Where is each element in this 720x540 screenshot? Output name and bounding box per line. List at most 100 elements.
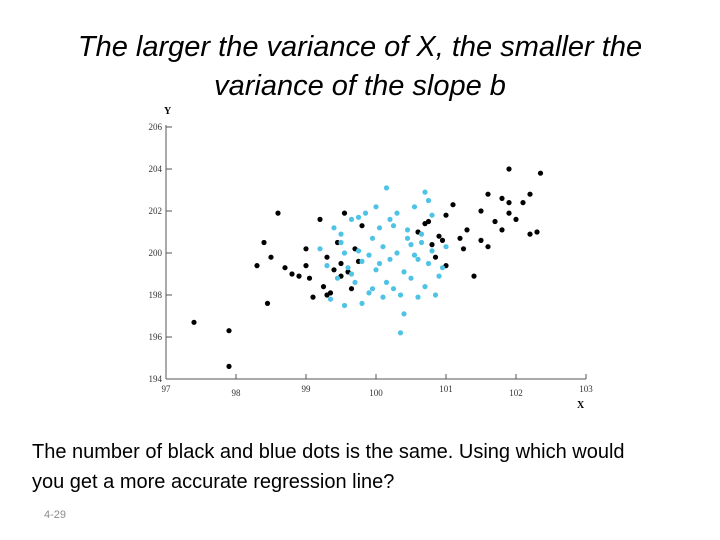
x-tick-label: 100 <box>369 388 383 398</box>
black-data-point <box>324 254 330 260</box>
blue-data-point <box>327 296 334 302</box>
black-data-point <box>499 227 505 233</box>
blue-data-point <box>355 248 362 254</box>
black-data-point <box>478 208 484 214</box>
question-line-1: The number of black and blue dots is the… <box>32 441 625 463</box>
black-data-point <box>520 200 526 206</box>
blue-data-point <box>324 263 330 269</box>
blue-data-point <box>404 227 411 233</box>
blue-data-point <box>397 292 404 298</box>
blue-data-point <box>352 279 358 285</box>
blue-data-point <box>422 189 428 195</box>
blue-data-point <box>425 197 432 204</box>
blue-data-point <box>429 248 435 254</box>
x-tick-label: 98 <box>232 388 242 398</box>
black-data-point <box>226 328 232 334</box>
blue-data-point <box>373 204 379 210</box>
slide-title: The larger the variance of X, the smalle… <box>0 28 720 105</box>
blue-data-point <box>439 265 446 271</box>
y-axis-label: Y <box>164 106 172 117</box>
black-data-point <box>289 271 295 277</box>
blue-data-point <box>355 214 362 220</box>
chart-ticks: 97 98 99 100 101 102 103 194 196 198 200 202 204 206 <box>149 122 594 398</box>
black-data-point <box>359 223 365 229</box>
black-data-point <box>282 265 288 271</box>
black-data-point <box>506 210 512 216</box>
black-data-point <box>275 210 281 216</box>
black-data-point <box>338 260 344 267</box>
question-line-2: you get a more accurate regression line? <box>32 471 395 493</box>
black-data-point <box>306 275 313 281</box>
black-data-point <box>457 235 463 241</box>
blue-data-point <box>411 204 418 210</box>
black-data-point <box>527 191 533 197</box>
black-data-point <box>268 254 274 260</box>
black-data-point <box>478 237 484 243</box>
blue-data-point <box>359 300 365 306</box>
black-data-point <box>537 170 544 176</box>
black-data-point <box>331 267 337 273</box>
blue-data-point <box>366 290 372 296</box>
black-data-point <box>254 263 260 269</box>
x-tick-label: 97 <box>162 384 172 394</box>
blue-data-point <box>376 260 383 267</box>
black-data-point <box>432 254 439 260</box>
blue-data-point <box>390 286 397 292</box>
black-data-point <box>534 229 540 235</box>
black-data-point <box>506 200 512 206</box>
black-data-point <box>324 292 330 298</box>
black-data-point <box>485 244 491 250</box>
blue-data-point <box>359 258 365 264</box>
black-data-point <box>464 227 470 233</box>
blue-data-point <box>341 250 348 256</box>
black-data-point <box>303 246 309 252</box>
chart-axes <box>165 125 586 380</box>
x-tick-label: 102 <box>509 388 523 398</box>
blue-data-point <box>429 212 435 218</box>
y-tick-label: 202 <box>149 206 163 216</box>
black-data-point <box>425 218 432 225</box>
black-data-point <box>317 216 323 222</box>
y-tick-label: 206 <box>149 122 163 132</box>
blue-data-point <box>334 275 341 281</box>
blue-data-point <box>369 286 376 292</box>
black-data-point <box>460 246 467 252</box>
blue-data-point <box>415 256 421 262</box>
black-data-point <box>450 202 456 208</box>
blue-data-point <box>401 311 407 317</box>
x-tick-label: 101 <box>439 384 453 394</box>
chart-points <box>191 166 544 369</box>
black-data-point <box>310 294 316 300</box>
blue-data-point <box>362 210 369 216</box>
blue-data-point <box>366 252 372 258</box>
blue-data-point <box>380 294 386 300</box>
blue-data-point <box>373 267 379 273</box>
blue-data-point <box>369 235 376 241</box>
black-data-point <box>527 231 533 237</box>
blue-data-point <box>338 239 344 246</box>
blue-data-point <box>415 294 421 300</box>
blue-data-point <box>338 231 344 237</box>
black-data-point <box>264 300 271 306</box>
scatter-chart: 97 98 99 100 101 102 103194196198200202204206 … <box>149 106 594 411</box>
y-tick-label: 196 <box>149 332 163 342</box>
black-data-point <box>429 242 435 248</box>
y-tick-label: 204 <box>149 164 163 174</box>
black-data-point <box>341 210 348 216</box>
blue-data-point <box>390 223 397 229</box>
black-data-point <box>439 237 446 243</box>
black-data-point <box>348 286 355 292</box>
blue-data-point <box>432 292 439 298</box>
blue-data-point <box>418 239 425 246</box>
black-data-point <box>296 273 302 279</box>
black-data-point <box>261 239 267 246</box>
blue-data-point <box>397 330 404 336</box>
blue-data-point <box>383 279 390 285</box>
black-data-point <box>320 284 327 290</box>
black-data-point <box>506 166 512 172</box>
blue-data-point <box>331 225 337 231</box>
black-data-point <box>303 263 309 269</box>
y-tick-label: 200 <box>149 248 163 258</box>
blue-data-point <box>436 273 442 279</box>
blue-data-point <box>443 244 449 250</box>
